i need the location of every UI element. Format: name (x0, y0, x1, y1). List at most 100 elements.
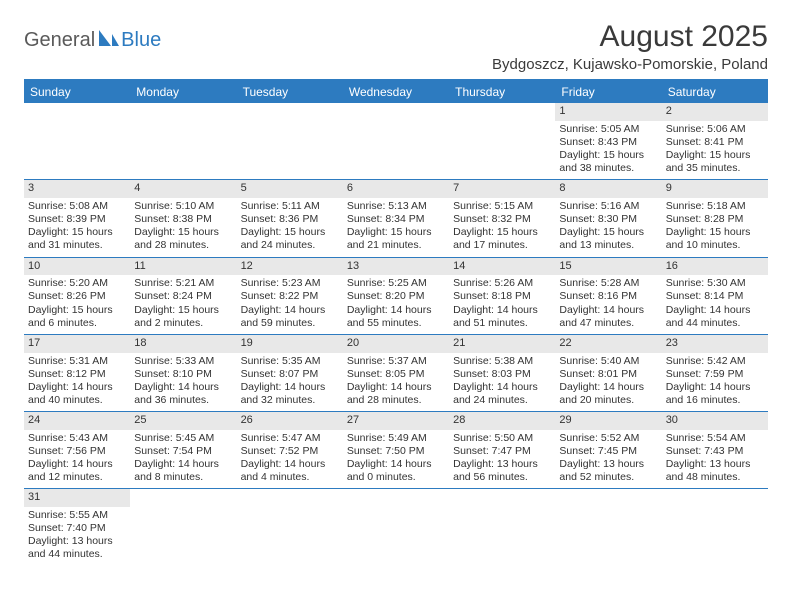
daylight-text: Daylight: 15 hours and 2 minutes. (134, 304, 232, 330)
day-cell: 16Sunrise: 5:30 AMSunset: 8:14 PMDayligh… (662, 258, 768, 334)
sunset-text: Sunset: 7:56 PM (28, 445, 126, 458)
day-number: 4 (130, 180, 236, 198)
daylight-text: Daylight: 15 hours and 6 minutes. (28, 304, 126, 330)
sunrise-text: Sunrise: 5:21 AM (134, 277, 232, 290)
sunrise-text: Sunrise: 5:31 AM (28, 355, 126, 368)
day-cell (449, 489, 555, 565)
day-number: 18 (130, 335, 236, 353)
day-number (449, 489, 555, 507)
daylight-text: Daylight: 14 hours and 32 minutes. (241, 381, 339, 407)
sunrise-text: Sunrise: 5:55 AM (28, 509, 126, 522)
day-details: Sunrise: 5:38 AMSunset: 8:03 PMDaylight:… (449, 353, 555, 412)
sunrise-text: Sunrise: 5:20 AM (28, 277, 126, 290)
sunrise-text: Sunrise: 5:40 AM (559, 355, 657, 368)
week-row: 3Sunrise: 5:08 AMSunset: 8:39 PMDaylight… (24, 180, 768, 257)
day-details: Sunrise: 5:47 AMSunset: 7:52 PMDaylight:… (237, 430, 343, 489)
day-number: 20 (343, 335, 449, 353)
weekday-header: Tuesday (237, 81, 343, 103)
day-details: Sunrise: 5:33 AMSunset: 8:10 PMDaylight:… (130, 353, 236, 412)
calendar-grid: Sunday Monday Tuesday Wednesday Thursday… (24, 79, 768, 566)
day-details: Sunrise: 5:52 AMSunset: 7:45 PMDaylight:… (555, 430, 661, 489)
sunrise-text: Sunrise: 5:13 AM (347, 200, 445, 213)
day-details: Sunrise: 5:16 AMSunset: 8:30 PMDaylight:… (555, 198, 661, 257)
day-number: 15 (555, 258, 661, 276)
daylight-text: Daylight: 14 hours and 24 minutes. (453, 381, 551, 407)
sunset-text: Sunset: 8:01 PM (559, 368, 657, 381)
day-number: 27 (343, 412, 449, 430)
sunset-text: Sunset: 8:05 PM (347, 368, 445, 381)
day-number (237, 103, 343, 121)
daylight-text: Daylight: 15 hours and 28 minutes. (134, 226, 232, 252)
sunset-text: Sunset: 8:18 PM (453, 290, 551, 303)
daylight-text: Daylight: 14 hours and 28 minutes. (347, 381, 445, 407)
day-number (237, 489, 343, 507)
daylight-text: Daylight: 14 hours and 55 minutes. (347, 304, 445, 330)
day-cell: 26Sunrise: 5:47 AMSunset: 7:52 PMDayligh… (237, 412, 343, 488)
sunrise-text: Sunrise: 5:38 AM (453, 355, 551, 368)
sunrise-text: Sunrise: 5:50 AM (453, 432, 551, 445)
sunset-text: Sunset: 8:39 PM (28, 213, 126, 226)
day-details: Sunrise: 5:10 AMSunset: 8:38 PMDaylight:… (130, 198, 236, 257)
day-details: Sunrise: 5:54 AMSunset: 7:43 PMDaylight:… (662, 430, 768, 489)
day-details: Sunrise: 5:40 AMSunset: 8:01 PMDaylight:… (555, 353, 661, 412)
sunset-text: Sunset: 7:45 PM (559, 445, 657, 458)
sunrise-text: Sunrise: 5:49 AM (347, 432, 445, 445)
day-cell: 28Sunrise: 5:50 AMSunset: 7:47 PMDayligh… (449, 412, 555, 488)
day-cell: 29Sunrise: 5:52 AMSunset: 7:45 PMDayligh… (555, 412, 661, 488)
sunset-text: Sunset: 7:40 PM (28, 522, 126, 535)
sunrise-text: Sunrise: 5:16 AM (559, 200, 657, 213)
day-number: 13 (343, 258, 449, 276)
weekday-header-row: Sunday Monday Tuesday Wednesday Thursday… (24, 81, 768, 103)
sunrise-text: Sunrise: 5:06 AM (666, 123, 764, 136)
daylight-text: Daylight: 14 hours and 44 minutes. (666, 304, 764, 330)
daylight-text: Daylight: 15 hours and 31 minutes. (28, 226, 126, 252)
day-number (343, 103, 449, 121)
day-cell: 27Sunrise: 5:49 AMSunset: 7:50 PMDayligh… (343, 412, 449, 488)
day-cell (343, 489, 449, 565)
day-cell: 19Sunrise: 5:35 AMSunset: 8:07 PMDayligh… (237, 335, 343, 411)
daylight-text: Daylight: 15 hours and 13 minutes. (559, 226, 657, 252)
sunrise-text: Sunrise: 5:42 AM (666, 355, 764, 368)
day-cell: 5Sunrise: 5:11 AMSunset: 8:36 PMDaylight… (237, 180, 343, 256)
sunrise-text: Sunrise: 5:23 AM (241, 277, 339, 290)
day-details: Sunrise: 5:05 AMSunset: 8:43 PMDaylight:… (555, 121, 661, 180)
day-cell (237, 489, 343, 565)
day-cell (24, 103, 130, 179)
sunrise-text: Sunrise: 5:11 AM (241, 200, 339, 213)
sunset-text: Sunset: 8:24 PM (134, 290, 232, 303)
sunset-text: Sunset: 8:03 PM (453, 368, 551, 381)
daylight-text: Daylight: 13 hours and 56 minutes. (453, 458, 551, 484)
day-number: 24 (24, 412, 130, 430)
daylight-text: Daylight: 14 hours and 51 minutes. (453, 304, 551, 330)
sunset-text: Sunset: 8:43 PM (559, 136, 657, 149)
weeks-container: 1Sunrise: 5:05 AMSunset: 8:43 PMDaylight… (24, 103, 768, 566)
day-cell: 13Sunrise: 5:25 AMSunset: 8:20 PMDayligh… (343, 258, 449, 334)
day-details: Sunrise: 5:37 AMSunset: 8:05 PMDaylight:… (343, 353, 449, 412)
day-cell: 17Sunrise: 5:31 AMSunset: 8:12 PMDayligh… (24, 335, 130, 411)
day-number (130, 103, 236, 121)
week-row: 24Sunrise: 5:43 AMSunset: 7:56 PMDayligh… (24, 412, 768, 489)
sunset-text: Sunset: 7:50 PM (347, 445, 445, 458)
day-number: 1 (555, 103, 661, 121)
day-details: Sunrise: 5:49 AMSunset: 7:50 PMDaylight:… (343, 430, 449, 489)
day-cell: 24Sunrise: 5:43 AMSunset: 7:56 PMDayligh… (24, 412, 130, 488)
day-cell: 1Sunrise: 5:05 AMSunset: 8:43 PMDaylight… (555, 103, 661, 179)
day-number: 12 (237, 258, 343, 276)
day-details: Sunrise: 5:18 AMSunset: 8:28 PMDaylight:… (662, 198, 768, 257)
daylight-text: Daylight: 14 hours and 8 minutes. (134, 458, 232, 484)
weekday-header: Friday (555, 81, 661, 103)
daylight-text: Daylight: 15 hours and 24 minutes. (241, 226, 339, 252)
sunrise-text: Sunrise: 5:25 AM (347, 277, 445, 290)
day-cell (449, 103, 555, 179)
calendar-page: General Blue August 2025 Bydgoszcz, Kuja… (0, 0, 792, 586)
day-number (343, 489, 449, 507)
sunset-text: Sunset: 7:59 PM (666, 368, 764, 381)
sunrise-text: Sunrise: 5:05 AM (559, 123, 657, 136)
sunset-text: Sunset: 8:28 PM (666, 213, 764, 226)
day-cell: 23Sunrise: 5:42 AMSunset: 7:59 PMDayligh… (662, 335, 768, 411)
day-cell (237, 103, 343, 179)
title-block: August 2025 Bydgoszcz, Kujawsko-Pomorski… (492, 20, 768, 73)
sunset-text: Sunset: 8:16 PM (559, 290, 657, 303)
sunrise-text: Sunrise: 5:33 AM (134, 355, 232, 368)
day-cell: 4Sunrise: 5:10 AMSunset: 8:38 PMDaylight… (130, 180, 236, 256)
